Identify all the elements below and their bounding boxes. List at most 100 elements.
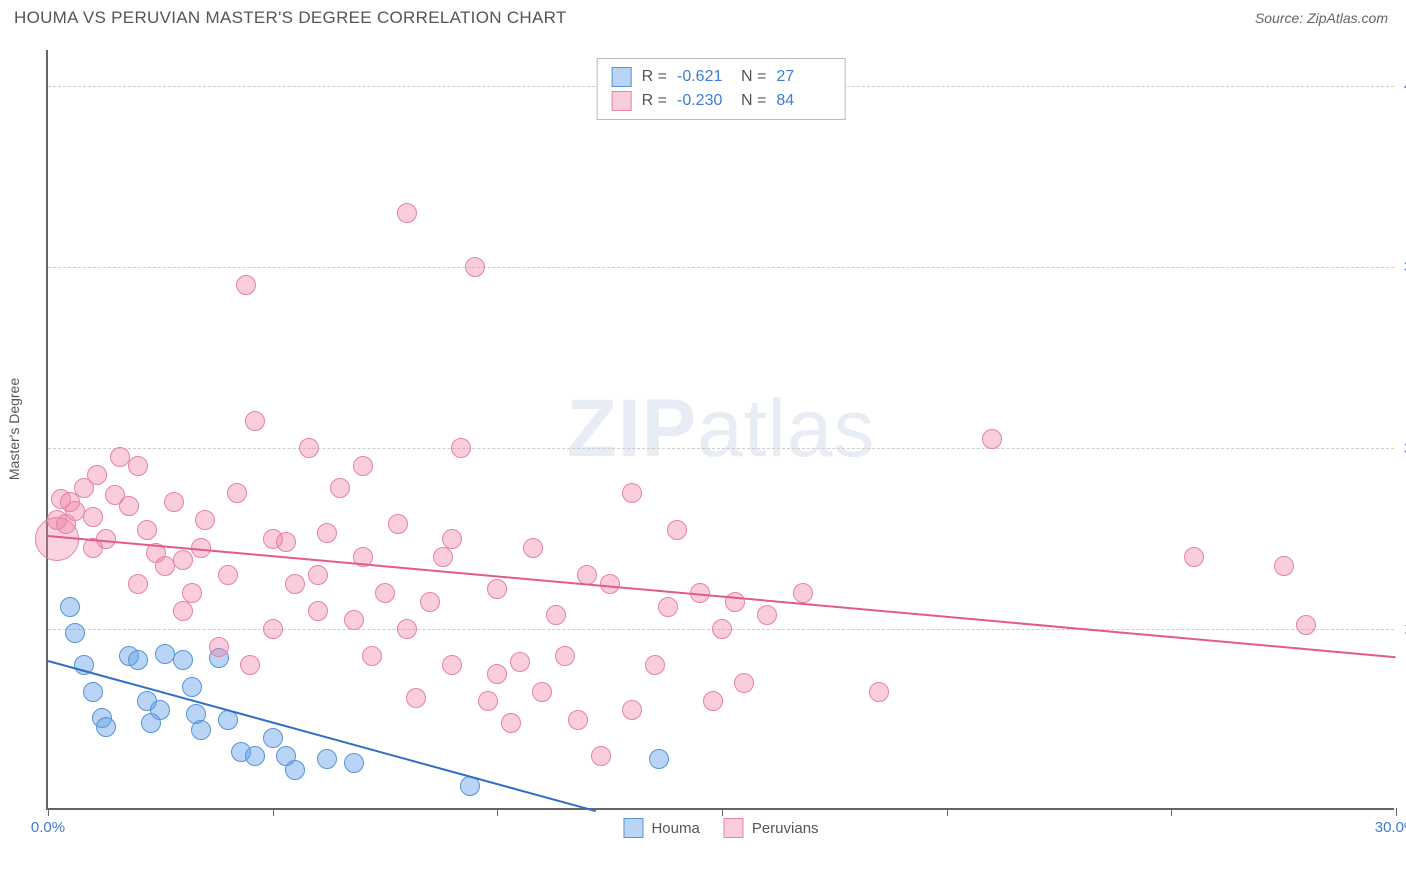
legend-item: Houma xyxy=(623,818,699,838)
scatter-point xyxy=(344,753,364,773)
scatter-point xyxy=(501,713,521,733)
scatter-point xyxy=(83,682,103,702)
chart-title: HOUMA VS PERUVIAN MASTER'S DEGREE CORREL… xyxy=(14,8,567,28)
x-tick xyxy=(1396,808,1397,816)
scatter-point xyxy=(577,565,597,585)
scatter-point xyxy=(451,438,471,458)
scatter-point xyxy=(317,523,337,543)
scatter-point xyxy=(195,510,215,530)
scatter-point xyxy=(712,619,732,639)
scatter-point xyxy=(1184,547,1204,567)
legend-stats-row: R =-0.621N =27 xyxy=(612,65,831,89)
scatter-point xyxy=(236,275,256,295)
scatter-point xyxy=(110,447,130,467)
scatter-point xyxy=(703,691,723,711)
source-label: Source: ZipAtlas.com xyxy=(1255,10,1388,26)
n-label: N = xyxy=(741,68,766,86)
legend-stats-box: R =-0.621N =27R =-0.230N =84 xyxy=(597,58,846,120)
x-tick-label: 30.0% xyxy=(1375,819,1406,836)
scatter-point xyxy=(793,583,813,603)
scatter-point xyxy=(478,691,498,711)
scatter-point xyxy=(982,429,1002,449)
legend-label: Houma xyxy=(651,820,699,837)
x-tick xyxy=(273,808,274,816)
scatter-point xyxy=(667,520,687,540)
scatter-point xyxy=(344,610,364,630)
scatter-point xyxy=(442,529,462,549)
gridline xyxy=(48,448,1394,449)
scatter-point xyxy=(263,529,283,549)
scatter-point xyxy=(263,619,283,639)
scatter-point xyxy=(128,456,148,476)
scatter-point xyxy=(240,655,260,675)
scatter-point xyxy=(155,644,175,664)
scatter-point xyxy=(317,749,337,769)
legend-swatch xyxy=(623,818,643,838)
legend-label: Peruvians xyxy=(752,820,819,837)
scatter-point xyxy=(245,411,265,431)
scatter-point xyxy=(532,682,552,702)
scatter-point xyxy=(568,710,588,730)
scatter-point xyxy=(600,574,620,594)
scatter-point xyxy=(173,601,193,621)
scatter-point xyxy=(649,749,669,769)
x-tick-label: 0.0% xyxy=(31,819,65,836)
scatter-point xyxy=(406,688,426,708)
scatter-point xyxy=(65,623,85,643)
legend-swatch xyxy=(612,67,632,87)
scatter-point xyxy=(285,760,305,780)
scatter-point xyxy=(299,438,319,458)
scatter-point xyxy=(182,677,202,697)
legend-swatch xyxy=(724,818,744,838)
legend-stats-row: R =-0.230N =84 xyxy=(612,89,831,113)
scatter-point xyxy=(137,520,157,540)
legend-swatch xyxy=(612,91,632,111)
scatter-point xyxy=(487,664,507,684)
scatter-point xyxy=(622,483,642,503)
scatter-point xyxy=(83,507,103,527)
scatter-point xyxy=(725,592,745,612)
scatter-point xyxy=(397,619,417,639)
scatter-chart: Master's Degree ZIPatlas R =-0.621N =27R… xyxy=(46,50,1394,810)
scatter-point xyxy=(128,650,148,670)
scatter-point xyxy=(433,547,453,567)
scatter-point xyxy=(388,514,408,534)
scatter-point xyxy=(487,579,507,599)
scatter-point xyxy=(263,728,283,748)
bottom-legend: Houma Peruvians xyxy=(623,818,818,838)
scatter-point xyxy=(420,592,440,612)
scatter-point xyxy=(353,456,373,476)
scatter-point xyxy=(1296,615,1316,635)
scatter-point xyxy=(218,565,238,585)
scatter-point xyxy=(150,700,170,720)
scatter-point xyxy=(164,492,184,512)
x-tick xyxy=(947,808,948,816)
n-value: 84 xyxy=(776,92,830,110)
r-value: -0.621 xyxy=(677,68,731,86)
scatter-point xyxy=(191,720,211,740)
scatter-point xyxy=(330,478,350,498)
watermark-zip: ZIP xyxy=(567,383,698,474)
scatter-point xyxy=(734,673,754,693)
gridline xyxy=(48,267,1394,268)
scatter-point xyxy=(442,655,462,675)
scatter-point xyxy=(285,574,305,594)
scatter-point xyxy=(591,746,611,766)
scatter-point xyxy=(510,652,530,672)
watermark: ZIPatlas xyxy=(567,382,876,476)
scatter-point xyxy=(173,550,193,570)
scatter-point xyxy=(397,203,417,223)
scatter-point xyxy=(65,501,85,521)
scatter-point xyxy=(465,257,485,277)
scatter-point xyxy=(96,717,116,737)
scatter-point xyxy=(1274,556,1294,576)
scatter-point xyxy=(546,605,566,625)
x-tick xyxy=(497,808,498,816)
scatter-point xyxy=(622,700,642,720)
y-axis-label: Master's Degree xyxy=(6,378,22,480)
scatter-point xyxy=(375,583,395,603)
scatter-point xyxy=(245,746,265,766)
scatter-point xyxy=(227,483,247,503)
n-value: 27 xyxy=(776,68,830,86)
scatter-point xyxy=(362,646,382,666)
